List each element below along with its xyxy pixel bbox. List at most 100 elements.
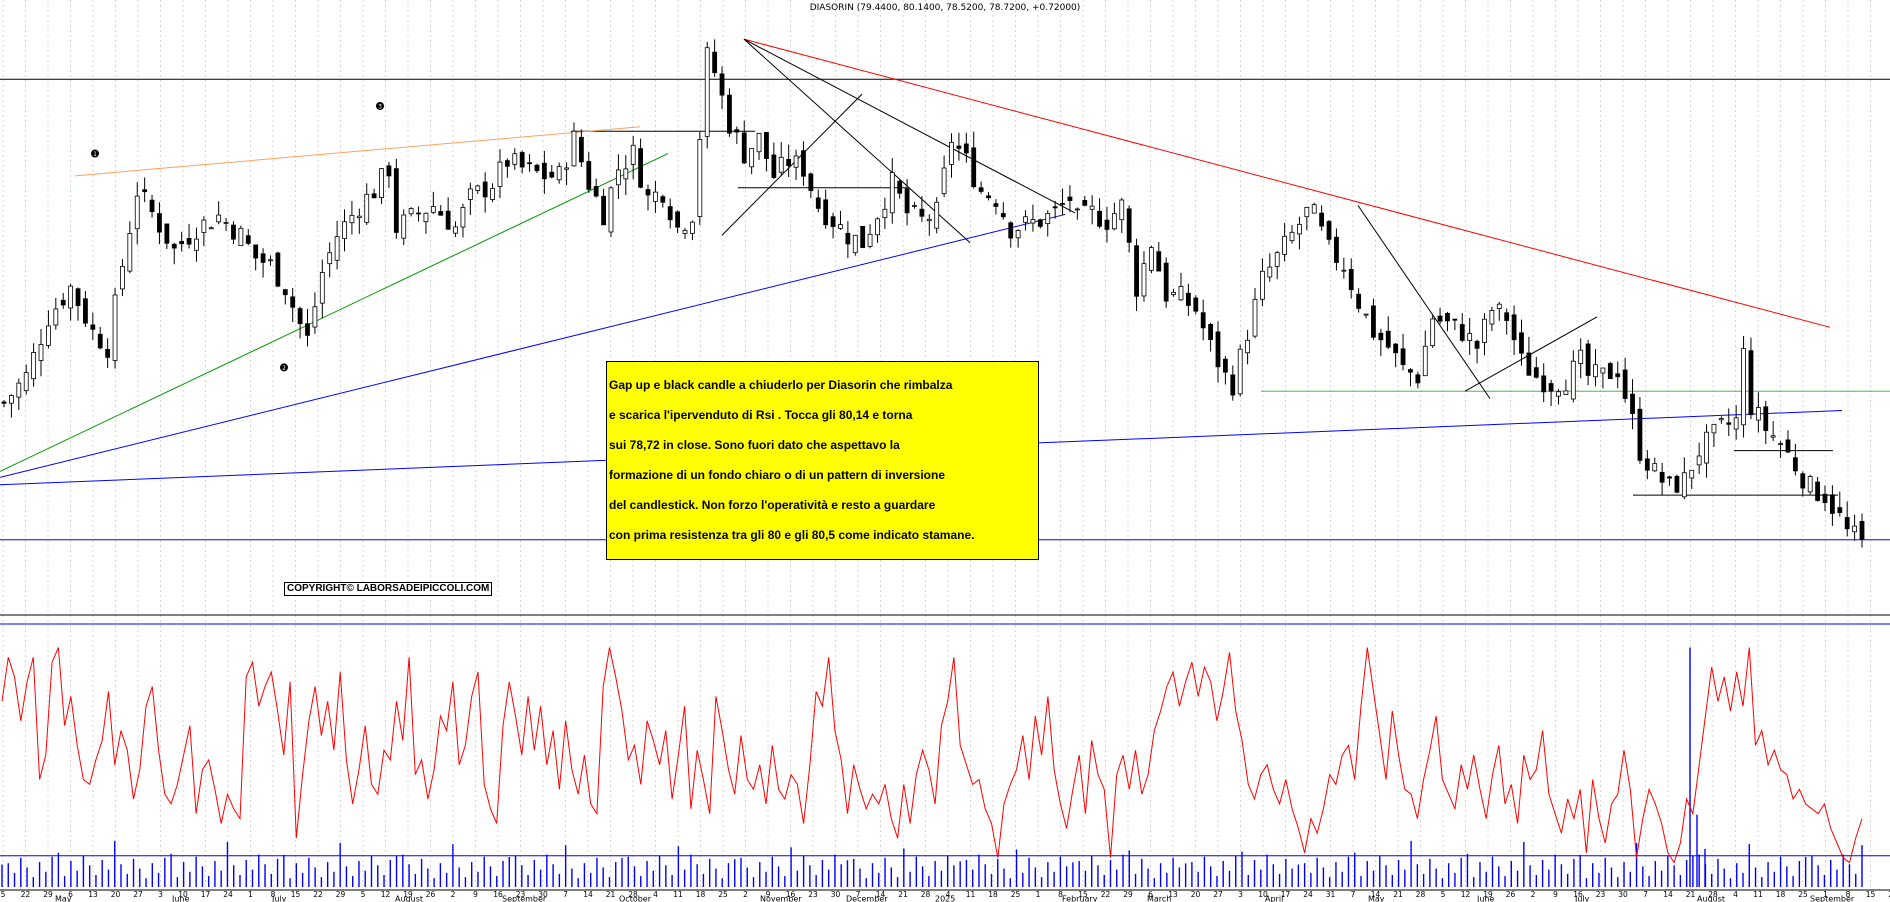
x-day-label: 15 [1866, 890, 1876, 899]
candle-body [1341, 269, 1347, 272]
candle-body [371, 193, 377, 199]
candle-body [1037, 219, 1043, 227]
x-month-label: November [760, 895, 802, 902]
candle-body [823, 199, 829, 226]
candle-body [993, 203, 999, 207]
x-day-label: 27 [133, 890, 143, 899]
candle-body [1104, 219, 1110, 230]
candle-body [1430, 318, 1436, 346]
wave-marker [91, 149, 99, 158]
x-day-label: 17 [201, 890, 211, 899]
x-day-label: 30 [538, 890, 548, 899]
candle-body [808, 173, 814, 192]
candle-body [608, 187, 614, 233]
x-month-label: May [55, 895, 72, 902]
candle-body [756, 132, 762, 153]
candle-body [786, 158, 792, 167]
candle-body [112, 294, 118, 361]
x-day-label: 30 [1618, 890, 1628, 899]
candle-body [904, 188, 910, 214]
candle-body [949, 141, 954, 165]
candle-body [356, 215, 362, 219]
x-month-label: September [502, 895, 547, 902]
x-day-label: 28 [1708, 890, 1718, 899]
candle-body [1474, 340, 1480, 349]
x-day-label: 11 [1753, 890, 1763, 899]
candle-body [667, 206, 673, 221]
candle-body [46, 325, 51, 346]
candle-body [1356, 293, 1362, 309]
candle-body [297, 308, 303, 325]
x-day-label: 10 [1258, 890, 1268, 899]
black-trendline [743, 38, 1076, 214]
x-day-label: 28 [1416, 890, 1426, 899]
x-day-label: 16 [786, 890, 796, 899]
x-day-label: 26 [1506, 890, 1516, 899]
candle-body [305, 323, 310, 336]
candle-body [1178, 285, 1184, 301]
candle-body [1222, 358, 1228, 373]
x-day-label: 7 [1643, 890, 1648, 899]
candle-body [1741, 348, 1746, 426]
candle-body [504, 160, 510, 167]
black-trendline [721, 93, 863, 236]
candle-body [527, 162, 532, 165]
x-day-label: 7 [1351, 890, 1356, 899]
candle-body [912, 205, 917, 207]
x-month-label: December [846, 895, 888, 902]
candle-body [1119, 199, 1125, 221]
candle-body [1371, 305, 1376, 338]
candle-body [475, 185, 481, 191]
candle-body [238, 227, 244, 247]
candle-body [134, 195, 140, 230]
candle-body [1607, 363, 1613, 380]
candle-body [1578, 349, 1584, 364]
x-day-label: 6 [1148, 890, 1153, 899]
candle-body [1378, 332, 1384, 341]
wave-marker [280, 363, 288, 372]
candle-body [290, 296, 296, 308]
candle-body [1260, 270, 1265, 300]
x-day-label: 17 [1281, 890, 1291, 899]
x-day-label: 4 [1733, 890, 1738, 899]
x-day-label: 2 [1531, 890, 1536, 899]
x-day-label: 19 [403, 890, 413, 899]
candle-body [571, 130, 577, 167]
candle-body [97, 333, 103, 349]
candle-body [830, 216, 836, 227]
candle-body [1733, 417, 1739, 430]
candle-body [578, 136, 584, 163]
x-day-label: 5 [361, 890, 366, 899]
candle-body [1163, 262, 1169, 302]
candle-body [734, 129, 740, 133]
x-day-label: 18 [696, 890, 706, 899]
candlestick-series [1, 39, 1865, 548]
candle-body [1208, 324, 1213, 340]
x-day-label: 1 [1823, 890, 1828, 899]
x-day-label: 8 [1846, 890, 1851, 899]
x-day-label: 14 [1371, 890, 1381, 899]
candle-body [319, 272, 325, 304]
candle-body [1452, 318, 1458, 321]
x-month-label: 2025 [935, 895, 955, 902]
x-day-label: 23 [516, 890, 526, 899]
candle-body [208, 227, 214, 230]
candle-body [1792, 457, 1798, 472]
x-day-label: 12 [1461, 890, 1471, 899]
candle-body [889, 172, 895, 214]
candle-body [1445, 312, 1450, 322]
candle-body [1704, 431, 1709, 464]
candle-body [645, 189, 651, 196]
candle-body [201, 219, 207, 233]
commentary-line: del candlestick. Non forzo l'operatività… [609, 498, 936, 512]
candle-body [1785, 439, 1791, 453]
candle-body [260, 253, 266, 263]
x-month-label: March [1147, 895, 1171, 902]
candle-body [712, 51, 718, 74]
candle-body [1519, 332, 1524, 354]
x-day-label: 23 [1596, 890, 1606, 899]
candle-body [1097, 210, 1102, 227]
candle-body [1141, 263, 1147, 297]
candle-body [749, 148, 755, 168]
